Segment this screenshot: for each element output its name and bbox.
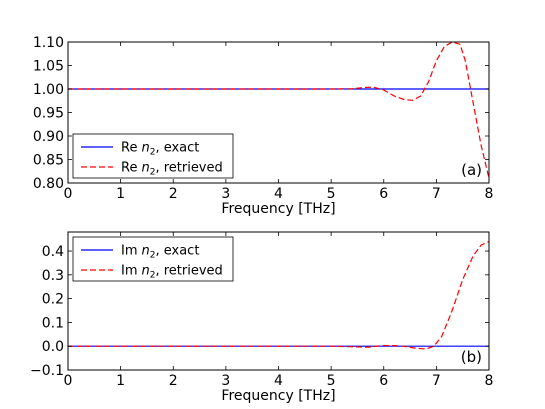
y-tick-label: 1.05 [33, 59, 64, 75]
legend-symbol-n: n [142, 244, 150, 259]
panels: 0 1 2 3 4 5 6 7 8 0.80 0.85 0.90 0.95 1.00 1.05 1.10 Fre… [30, 35, 493, 404]
legend-symbol-n: n [142, 264, 150, 279]
y-tick-label: 1.10 [33, 35, 64, 51]
y-tick-label: 1.00 [33, 82, 64, 98]
x-tick-label: 7 [432, 186, 441, 202]
x-axis-label: Frequency [THz] [221, 388, 335, 404]
x-tick-label: 3 [221, 373, 230, 389]
x-tick-label: 7 [432, 373, 441, 389]
x-tick-label: 4 [274, 373, 283, 389]
x-tick-label: 6 [379, 373, 388, 389]
panel-label: (a) [461, 161, 482, 179]
x-tick-label: 3 [221, 186, 230, 202]
x-tick-label: 8 [485, 186, 494, 202]
legend-subscript: 2 [150, 168, 156, 178]
chart-panel-b: 0 1 2 3 4 5 6 7 8 −0.1 0.0 0.1 0.2 0.3 0.4 Frequency [T… [30, 231, 494, 404]
legend-box [72, 133, 234, 179]
legend-subscript: 2 [150, 271, 156, 281]
x-tick-label: 1 [116, 373, 125, 389]
legend-entry: Re n2, exact [121, 141, 199, 158]
x-tick-label: 5 [327, 373, 336, 389]
y-tick-label: 0.3 [42, 268, 64, 284]
legend-symbol-n: n [141, 161, 149, 176]
x-tick-label: 6 [379, 186, 388, 202]
x-tick-label: 8 [485, 373, 494, 389]
x-tick-label: 5 [327, 186, 336, 202]
legend-suffix: , retrieved [155, 161, 222, 176]
legend-prefix: Re [121, 141, 137, 156]
y-tick-label: 0.90 [33, 129, 64, 145]
series-line-retrieved [68, 240, 490, 350]
legend-entry: Im n2, retrieved [121, 264, 223, 281]
y-tick-label: 0.4 [42, 244, 64, 260]
x-tick-label: 1 [116, 186, 125, 202]
legend-entry: Im n2, exact [121, 244, 199, 261]
x-tick-label: 0 [64, 186, 73, 202]
y-tick-label: 0.85 [33, 153, 64, 169]
y-tick-label: 0.2 [42, 292, 64, 308]
y-tick-label: 0.0 [42, 339, 64, 355]
legend-subscript: 2 [150, 251, 156, 261]
legend-suffix: , exact [155, 244, 199, 259]
series-line-retrieved [68, 41, 490, 179]
legend-subscript: 2 [150, 148, 156, 158]
legend-box [72, 236, 234, 282]
x-tick-label: 2 [169, 186, 178, 202]
x-tick-label: 0 [64, 373, 73, 389]
legend-entry: Re n2, retrieved [121, 161, 223, 178]
legend-suffix: , exact [155, 141, 199, 156]
panel-label: (b) [461, 348, 482, 366]
legend-prefix: Im [121, 244, 138, 259]
y-tick-label: 0.1 [42, 315, 64, 331]
legend-symbol-n: n [141, 141, 149, 156]
legend-prefix: Re [121, 161, 137, 176]
y-tick-label: −0.1 [30, 363, 64, 379]
y-tick-label: 0.95 [33, 106, 64, 122]
y-tick-label: 0.80 [33, 176, 64, 192]
x-tick-label: 2 [169, 373, 178, 389]
x-axis-label: Frequency [THz] [221, 201, 335, 217]
legend-suffix: , retrieved [155, 264, 222, 279]
x-tick-label: 4 [274, 186, 283, 202]
legend-prefix: Im [121, 264, 138, 279]
chart-panel-a: 0 1 2 3 4 5 6 7 8 0.80 0.85 0.90 0.95 1.00 1.05 1.10 Fre… [33, 35, 494, 217]
